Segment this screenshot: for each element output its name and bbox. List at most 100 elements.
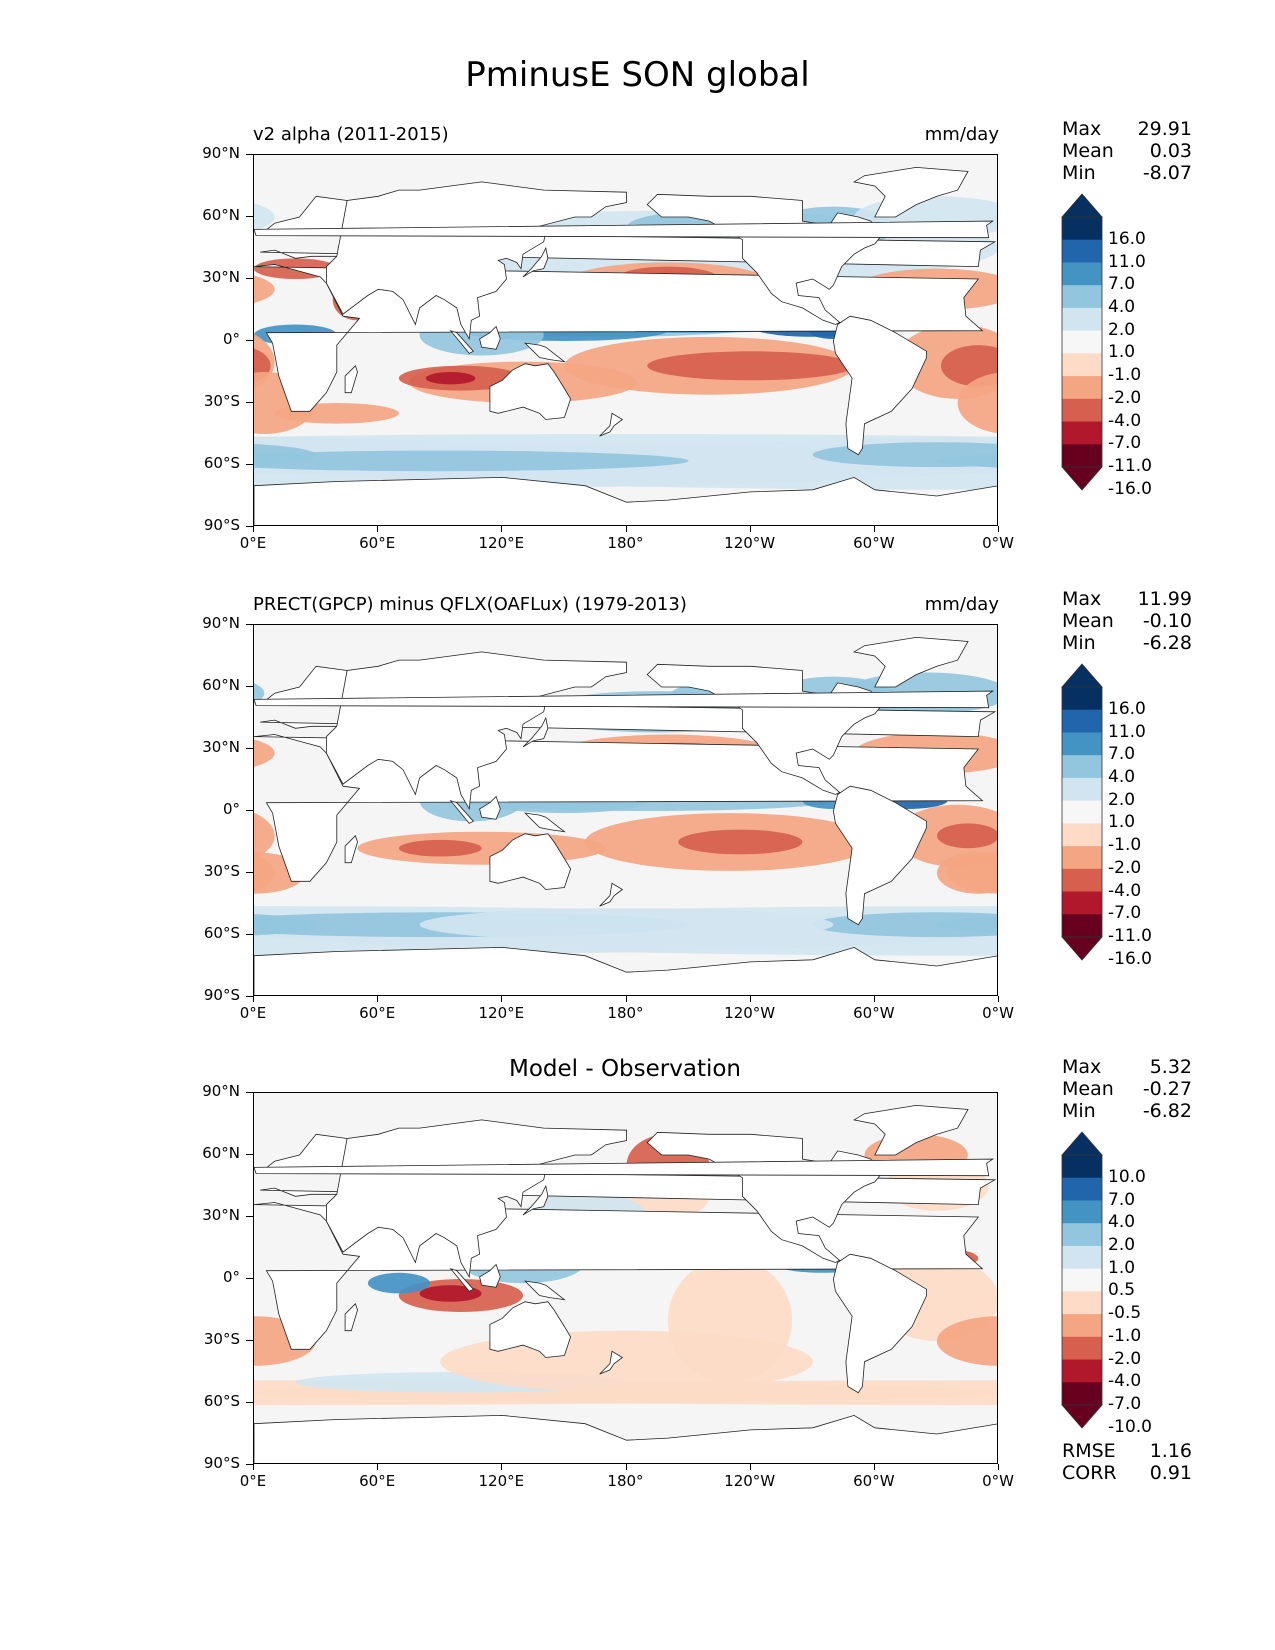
lat-tick: [246, 934, 253, 935]
lon-tick-label: 60°E: [359, 1004, 396, 1022]
lon-tick-label: 0°W: [982, 1004, 1014, 1022]
map-canvas: [254, 155, 997, 525]
corr-row: CORR 0.91: [1062, 1462, 1192, 1484]
colorbar-tick-label: 7.0: [1108, 744, 1136, 765]
stat-row: Mean -0.10: [1062, 610, 1192, 632]
contour-blob: [254, 443, 317, 466]
lat-tick-label: 60°N: [202, 1144, 240, 1162]
land-sumatra: [449, 1267, 475, 1292]
stats-box: Max 29.91 Mean 0.03 Min -8.07: [1062, 118, 1192, 184]
colorbar-segment: [1062, 217, 1102, 241]
lat-tick: [246, 154, 253, 155]
land-uk: [254, 690, 995, 709]
map-panel: Model - Observation 90°N 60°N 30°N 0° 30°S 60°…: [0, 1048, 1275, 1508]
lon-tick-label: 120°W: [724, 1004, 776, 1022]
lat-tick: [246, 1464, 253, 1465]
colorbar-segment: [1062, 421, 1102, 445]
contour-blob: [254, 203, 275, 231]
lat-tick-label: 30°S: [203, 392, 240, 410]
colorbar-tick-label: 4.0: [1108, 766, 1136, 787]
map-panel: PRECT(GPCP) minus QFLX(OAFLux) (1979-201…: [0, 580, 1275, 1040]
colorbar-tick-label: -16.0: [1108, 948, 1152, 969]
lat-tick: [246, 686, 253, 687]
lat-tick: [246, 1402, 253, 1403]
land-newguinea: [523, 342, 566, 363]
land-asia: [326, 651, 627, 811]
lon-tick-label: 60°W: [853, 534, 895, 552]
lon-tick-label: 0°W: [982, 534, 1014, 552]
land-greenland: [853, 636, 969, 688]
colorbar-segment: [1062, 330, 1102, 354]
lon-tick: [253, 996, 254, 1002]
lon-tick: [253, 526, 254, 532]
colorbar-segment: [1062, 285, 1102, 309]
lat-tick: [246, 1154, 253, 1155]
land-uk: [254, 1158, 995, 1177]
colorbar-segment: [1062, 376, 1102, 400]
lat-tick: [246, 872, 253, 873]
lon-tick: [377, 996, 379, 1002]
colorbar-segment: [1062, 823, 1102, 847]
lat-tick: [246, 624, 253, 625]
stat-label: Min: [1062, 632, 1096, 654]
colorbar-tick-label: 7.0: [1108, 274, 1136, 295]
colorbar-tick-label: -2.0: [1108, 857, 1142, 878]
lat-tick-label: 30°N: [202, 268, 240, 286]
stat-value: -0.10: [1142, 610, 1192, 632]
lon-tick: [873, 526, 875, 532]
land-greenland: [853, 166, 969, 218]
land-nz: [599, 1350, 624, 1375]
land-asia: [326, 1119, 627, 1279]
lon-tick: [625, 996, 627, 1002]
lat-tick-label: 30°S: [203, 862, 240, 880]
lon-tick: [749, 996, 751, 1002]
land-nz: [599, 882, 624, 907]
lon-tick: [749, 526, 751, 532]
land-borneo: [479, 1263, 501, 1288]
lat-tick-label: 30°N: [202, 738, 240, 756]
colorbar-tick-label: 1.0: [1108, 1257, 1136, 1278]
colorbar-outline: [1061, 686, 1103, 938]
land-uk: [254, 220, 995, 239]
lon-tick-label: 60°W: [853, 1472, 895, 1490]
lon-tick: [625, 1464, 627, 1470]
lon-tick: [377, 526, 379, 532]
colorbar-segment: [1062, 1291, 1102, 1315]
rmse-label: RMSE: [1062, 1440, 1116, 1462]
lon-tick: [501, 1464, 503, 1470]
contour-blob: [254, 913, 317, 936]
contour-blob: [419, 1285, 482, 1302]
stat-value: 11.99: [1137, 588, 1192, 610]
contour-blob: [425, 372, 476, 385]
colorbar-segment: [1062, 1268, 1102, 1292]
lat-tick: [246, 526, 253, 527]
colorbar-segment: [1062, 709, 1102, 733]
stat-row: Max 11.99: [1062, 588, 1192, 610]
land-antarctica: [254, 1414, 997, 1463]
land-borneo: [479, 795, 501, 820]
colorbar-segment: [1062, 1200, 1102, 1224]
lon-tick: [253, 1464, 254, 1470]
metrics-box: RMSE 1.16 CORR 0.91: [1062, 1440, 1192, 1484]
colorbar-tick-label: 11.0: [1108, 721, 1146, 742]
lat-tick-label: 30°N: [202, 1206, 240, 1224]
figure-title: PminusE SON global: [465, 55, 810, 95]
colorbar-segment: [1062, 444, 1102, 468]
stat-value: -6.28: [1142, 632, 1192, 654]
colorbar-segment: [1062, 891, 1102, 915]
colorbar-tick-label: 2.0: [1108, 319, 1136, 340]
lon-tick: [377, 1464, 379, 1470]
colorbar-tick-label: -2.0: [1108, 387, 1142, 408]
land-sam: [832, 315, 927, 456]
land-madagascar: [344, 1303, 358, 1332]
colorbar-segment: [1062, 914, 1102, 938]
colorbar-extend-max: [1061, 1131, 1103, 1156]
colorbar-segment: [1062, 1359, 1102, 1383]
land-newguinea: [523, 1280, 566, 1301]
colorbar-tick-label: -11.0: [1108, 926, 1152, 946]
lon-tick-label: 120°W: [724, 534, 776, 552]
land-antarctica: [254, 946, 997, 995]
stat-label: Mean: [1062, 1078, 1114, 1100]
contour-blob: [254, 275, 275, 303]
colorbar-tick-label: -11.0: [1108, 456, 1152, 476]
